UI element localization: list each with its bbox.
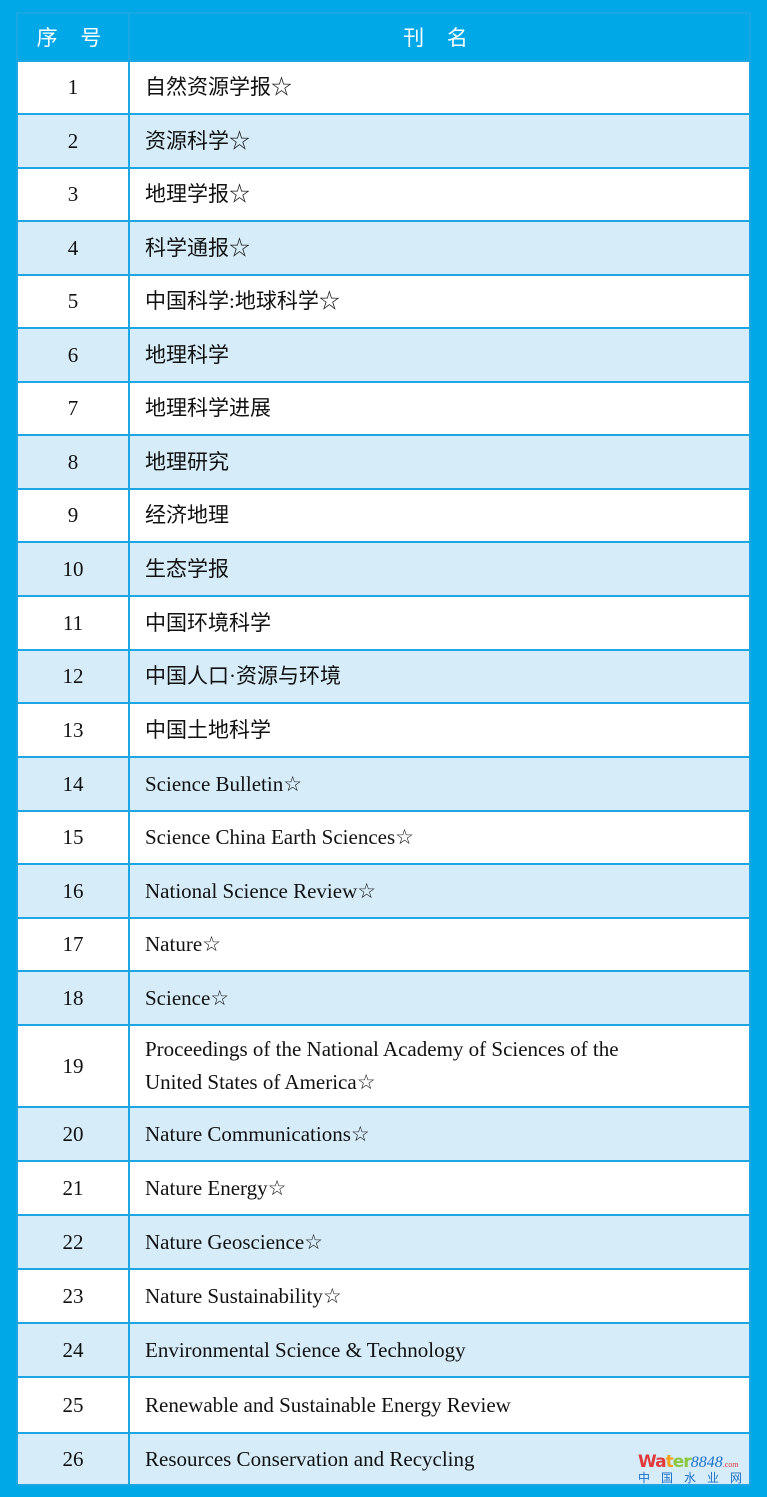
row-number: 17	[16, 917, 130, 972]
journal-name: 地理研究	[128, 434, 751, 490]
row-number: 26	[16, 1432, 130, 1486]
logo-part: Wa	[638, 1452, 667, 1472]
table-row: 25 Renewable and Sustainable Energy Revie…	[16, 1376, 751, 1434]
row-number: 16	[16, 863, 130, 919]
table-row: 23 Nature Sustainability☆	[16, 1268, 751, 1324]
table-row: 24 Environmental Science & Technology	[16, 1322, 751, 1378]
row-number: 24	[16, 1322, 130, 1378]
table-row: 3 地理学报☆	[16, 167, 751, 222]
row-number: 14	[16, 756, 130, 812]
table-row: 26 Resources Conservation and Recycling	[16, 1432, 751, 1486]
table-row: 16 National Science Review☆	[16, 863, 751, 919]
table-header: 序 号 刊 名	[16, 12, 751, 62]
row-number: 12	[16, 649, 130, 704]
journal-name: Resources Conservation and Recycling	[128, 1432, 751, 1486]
journal-name: Nature Sustainability☆	[128, 1268, 751, 1324]
journal-name: Science Bulletin☆	[128, 756, 751, 812]
table-row: 22 Nature Geoscience☆	[16, 1214, 751, 1270]
table-row: 17 Nature☆	[16, 917, 751, 972]
row-number: 20	[16, 1106, 130, 1162]
row-number: 15	[16, 810, 130, 865]
journal-name: 地理科学进展	[128, 381, 751, 436]
row-number: 23	[16, 1268, 130, 1324]
row-number: 9	[16, 488, 130, 543]
row-number: 22	[16, 1214, 130, 1270]
journal-name: 地理学报☆	[128, 167, 751, 222]
table-row: 19 Proceedings of the National Academy of…	[16, 1024, 751, 1108]
journal-name: Nature☆	[128, 917, 751, 972]
journal-name: Nature Energy☆	[128, 1160, 751, 1216]
table-row: 2 资源科学☆	[16, 113, 751, 169]
journal-name: 中国科学:地球科学☆	[128, 274, 751, 329]
journal-name: Environmental Science & Technology	[128, 1322, 751, 1378]
journal-name: 生态学报	[128, 541, 751, 597]
journal-name: 中国环境科学	[128, 595, 751, 651]
header-journal-name: 刊 名	[128, 12, 751, 62]
logo-part: t	[665, 1452, 674, 1472]
row-number: 3	[16, 167, 130, 222]
row-number: 4	[16, 220, 130, 276]
logo-part: 8848	[690, 1454, 723, 1471]
journal-name: Science☆	[128, 970, 751, 1026]
header-number: 序 号	[16, 12, 130, 62]
watermark-logo: Water8848.com 中国水业网	[638, 1452, 758, 1492]
row-number: 8	[16, 434, 130, 490]
table-row: 1 自然资源学报☆	[16, 60, 751, 115]
table-row: 8 地理研究	[16, 434, 751, 490]
row-number: 21	[16, 1160, 130, 1216]
table-row: 7 地理科学进展	[16, 381, 751, 436]
journal-name: 资源科学☆	[128, 113, 751, 169]
logo-part: .com	[722, 1460, 739, 1469]
journal-table: 序 号 刊 名 1 自然资源学报☆ 2 资源科学☆ 3 地理学报☆ 4 科学通报☆ 5 中国科学:…	[16, 12, 751, 1486]
row-number: 6	[16, 327, 130, 383]
journal-name: Proceedings of the National Academy of S…	[128, 1024, 751, 1108]
table-row: 12 中国人口·资源与环境	[16, 649, 751, 704]
row-number: 5	[16, 274, 130, 329]
table-row: 10 生态学报	[16, 541, 751, 597]
table-row: 14 Science Bulletin☆	[16, 756, 751, 812]
table-row: 11 中国环境科学	[16, 595, 751, 651]
table-row: 20 Nature Communications☆	[16, 1106, 751, 1162]
journal-name: 自然资源学报☆	[128, 60, 751, 115]
row-number: 25	[16, 1376, 130, 1434]
journal-name: Renewable and Sustainable Energy Review	[128, 1376, 751, 1434]
row-number: 10	[16, 541, 130, 597]
row-number: 13	[16, 702, 130, 758]
row-number: 2	[16, 113, 130, 169]
journal-name: 经济地理	[128, 488, 751, 543]
row-number: 19	[16, 1024, 130, 1108]
row-number: 1	[16, 60, 130, 115]
table-row: 9 经济地理	[16, 488, 751, 543]
row-number: 11	[16, 595, 130, 651]
journal-name: Science China Earth Sciences☆	[128, 810, 751, 865]
journal-name: Nature Communications☆	[128, 1106, 751, 1162]
journal-name: 中国人口·资源与环境	[128, 649, 751, 704]
journal-name: 科学通报☆	[128, 220, 751, 276]
journal-name: 中国土地科学	[128, 702, 751, 758]
journal-name: Nature Geoscience☆	[128, 1214, 751, 1270]
journal-name: 地理科学	[128, 327, 751, 383]
table-row: 5 中国科学:地球科学☆	[16, 274, 751, 329]
table-row: 21 Nature Energy☆	[16, 1160, 751, 1216]
row-number: 7	[16, 381, 130, 436]
table-row: 6 地理科学	[16, 327, 751, 383]
journal-name: National Science Review☆	[128, 863, 751, 919]
logo-cn: 中国水业网	[638, 1471, 754, 1485]
row-number: 18	[16, 970, 130, 1026]
table-row: 13 中国土地科学	[16, 702, 751, 758]
logo-part: er	[672, 1452, 692, 1472]
table-row: 18 Science☆	[16, 970, 751, 1026]
table-row: 4 科学通报☆	[16, 220, 751, 276]
table-row: 15 Science China Earth Sciences☆	[16, 810, 751, 865]
